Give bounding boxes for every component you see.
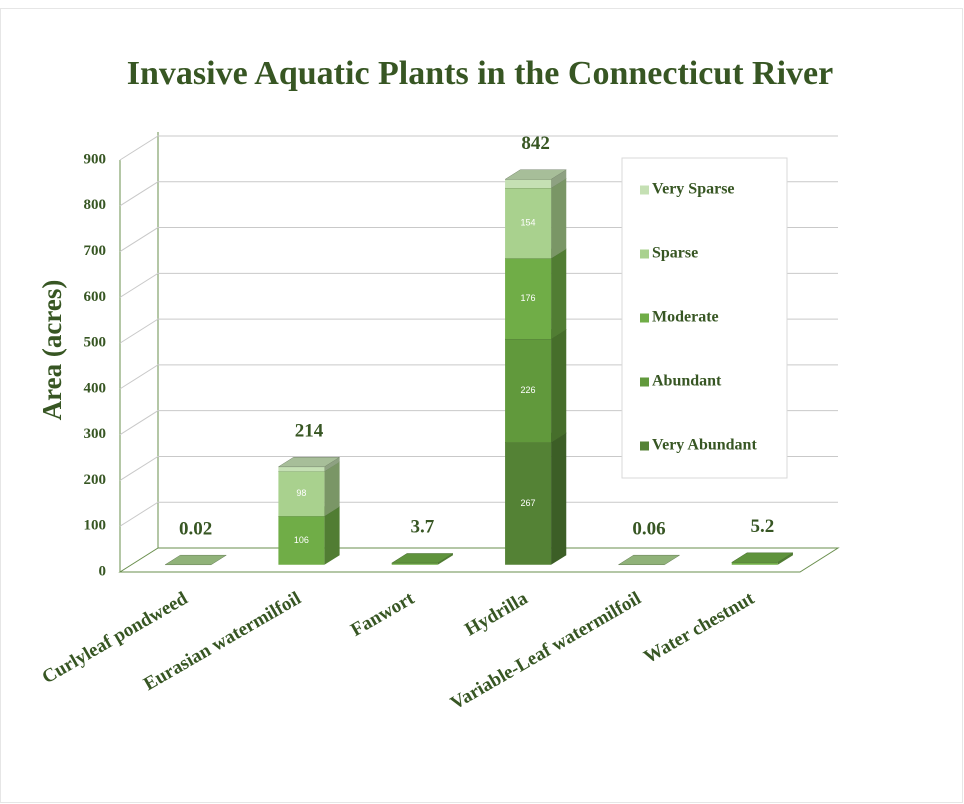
- total-label: 214: [295, 420, 324, 441]
- data-label: 176: [521, 293, 536, 303]
- bar-side: [551, 248, 567, 340]
- legend-swatch: [640, 441, 649, 451]
- legend-box: [621, 157, 788, 479]
- grid-line: [119, 181, 838, 207]
- data-label: 267: [521, 498, 536, 508]
- legend-label: Abundant: [652, 373, 722, 390]
- legend-swatch: [640, 377, 649, 387]
- bar: [278, 516, 325, 565]
- bar-side: [551, 178, 567, 259]
- grid-line: [119, 227, 838, 252]
- y-tick-label: 0: [99, 563, 107, 579]
- legend-swatch: [640, 313, 649, 323]
- grid-line: [119, 364, 838, 390]
- bar: [505, 188, 552, 259]
- data-label: 106: [294, 535, 309, 545]
- grid-line: [119, 272, 838, 298]
- bar-side: [324, 457, 340, 472]
- legend-label: Sparse: [652, 245, 698, 262]
- bar-top: [164, 554, 228, 566]
- chart-title: Invasive Aquatic Plants in the Connectic…: [127, 55, 833, 92]
- y-tick-label: 900: [84, 151, 107, 167]
- data-label: 154: [521, 218, 536, 228]
- grid-line: [119, 318, 838, 344]
- bar: [731, 562, 778, 565]
- y-tick-label: 200: [84, 472, 107, 488]
- legend-label: Moderate: [652, 309, 719, 326]
- bar-side: [551, 329, 567, 443]
- bar-top: [730, 552, 794, 563]
- bar-side: [551, 432, 567, 565]
- bar-top: [390, 553, 454, 564]
- legend-label: Very Sparse: [652, 181, 735, 198]
- bar-side: [551, 169, 567, 189]
- data-label: 226: [521, 385, 536, 395]
- bar: [278, 471, 325, 517]
- grid-line: [119, 135, 838, 161]
- grid-line: [119, 501, 838, 527]
- bar: [505, 258, 552, 340]
- bar: [278, 466, 325, 472]
- bar-side: [777, 552, 793, 565]
- bar: [505, 442, 552, 565]
- y-tick-label: 800: [84, 197, 107, 213]
- bar-side: [324, 506, 340, 565]
- total-label: 3.7: [410, 517, 434, 538]
- bar-side: [324, 461, 340, 517]
- y-tick-label: 700: [84, 243, 107, 259]
- bar-top: [277, 456, 341, 468]
- bar-top: [617, 554, 681, 566]
- bar: [391, 563, 438, 565]
- y-tick-label: 300: [84, 426, 107, 442]
- total-label: 0.06: [632, 518, 665, 539]
- bar: [505, 339, 552, 443]
- y-tick-label: 600: [84, 289, 107, 305]
- y-axis-title: Area (acres): [37, 280, 67, 421]
- legend-label: Very Abundant: [652, 437, 757, 454]
- y-tick-label: 400: [84, 380, 107, 396]
- y-tick-label: 500: [84, 335, 107, 351]
- bar-side: [437, 553, 453, 565]
- total-label: 5.2: [750, 516, 774, 537]
- frame: [0, 8, 963, 803]
- y-tick-label: 100: [84, 518, 107, 534]
- floor: [118, 547, 840, 573]
- bar-top: [504, 169, 568, 180]
- total-label: 842: [521, 133, 550, 154]
- total-label: 0.02: [179, 518, 212, 539]
- grid-line: [119, 410, 838, 436]
- bar: [505, 179, 552, 189]
- data-label: 98: [296, 488, 306, 498]
- grid-line: [119, 455, 838, 481]
- legend-swatch: [640, 249, 649, 259]
- legend-swatch: [640, 185, 649, 195]
